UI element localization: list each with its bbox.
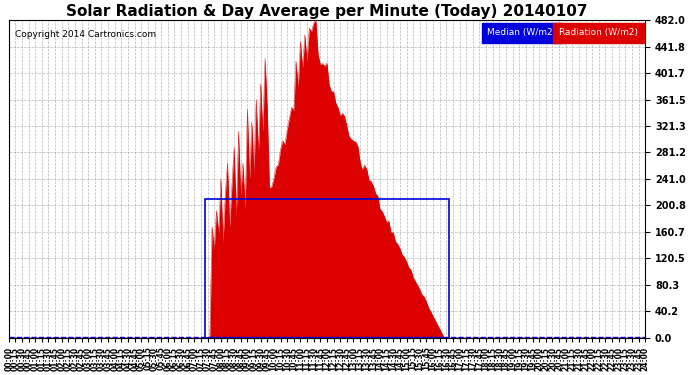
Bar: [206, 200, 448, 338]
Text: Copyright 2014 Cartronics.com: Copyright 2014 Cartronics.com: [15, 30, 156, 39]
Title: Solar Radiation & Day Average per Minute (Today) 20140107: Solar Radiation & Day Average per Minute…: [66, 4, 588, 19]
Legend: Median (W/m2), Radiation (W/m2): Median (W/m2), Radiation (W/m2): [482, 25, 641, 40]
